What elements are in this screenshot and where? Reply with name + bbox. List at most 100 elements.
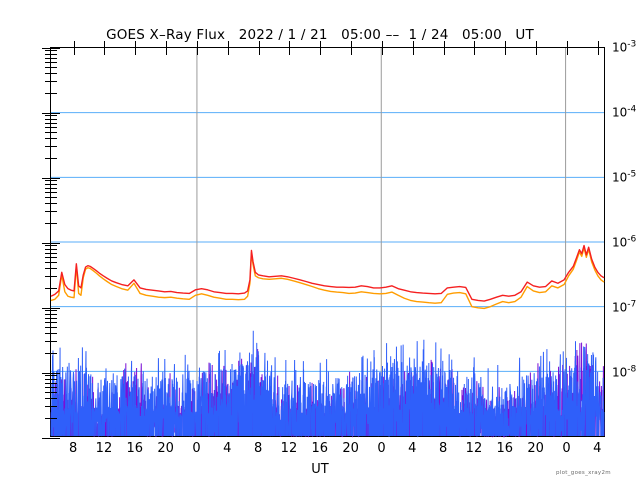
y-tick-left [51,268,57,270]
x-tick-bottom [104,41,106,48]
y-tick-right [45,73,51,75]
x-axis-label: 12 [280,441,298,456]
y-tick-left [51,437,60,439]
x-tick-top [196,48,198,55]
y-tick-left [51,138,57,140]
x-axis-title: UT [311,462,329,477]
y-tick-right [45,50,51,52]
y-tick-right [45,327,51,329]
y-tick-right [42,112,51,114]
y-tick-right [42,307,51,309]
x-axis-label: 4 [223,441,232,456]
y-tick-right [45,211,51,213]
y-tick-right [45,310,51,312]
y-tick-left [51,378,57,380]
y-tick-left [51,47,60,49]
y-tick-left [51,307,60,309]
y-tick-right [45,248,51,250]
x-tick-bottom [412,41,414,48]
y-tick-left [51,317,57,319]
y-tick-right [45,115,51,117]
y-tick-left [51,276,57,278]
y-axis-label-right: 10-6 [612,234,637,250]
y-tick-left [51,386,57,388]
x-tick-bottom [227,41,229,48]
y-tick-left [51,203,57,205]
x-axis-label: 16 [311,441,329,456]
y-tick-left [51,245,57,247]
y-tick-right [45,222,51,224]
x-tick-bottom [536,41,538,48]
y-tick-right [45,67,51,69]
y-tick-left [51,341,57,343]
x-tick-bottom [443,41,445,48]
y-tick-right [45,180,51,182]
y-tick-left [51,375,57,377]
series-xrs-long-red [50,244,605,302]
y-tick-right [45,333,51,335]
x-tick-top [412,48,414,55]
y-tick-right [45,157,51,159]
x-tick-top [135,48,137,55]
y-tick-left [51,222,57,224]
x-axis-label: 4 [593,441,602,456]
y-tick-left [51,146,57,148]
y-tick-left [51,417,57,419]
x-axis-label: 8 [68,441,78,456]
x-tick-top [258,48,260,55]
x-tick-top [443,48,445,55]
y-tick-right [45,268,51,270]
y-tick-left [51,126,57,128]
x-tick-bottom [258,41,260,48]
grid-layer [51,48,604,436]
y-tick-right [45,313,51,315]
y-tick-left [51,372,60,374]
y-tick-left [51,382,57,384]
y-tick-left [51,287,57,289]
y-tick-right [45,352,51,354]
y-tick-right [45,398,51,400]
y-tick-right [45,61,51,63]
x-tick-top [227,48,229,55]
y-tick-left [51,352,57,354]
x-tick-top [104,48,106,55]
y-tick-left [51,333,57,335]
x-tick-bottom [351,41,353,48]
y-tick-left [51,398,57,400]
data-layer [50,244,605,438]
x-tick-bottom [566,41,568,48]
y-axis-label-right: 10-3 [612,39,637,55]
y-tick-left [51,183,57,185]
y-tick-left [51,112,60,114]
y-axis-label-right: 10-7 [612,299,637,315]
x-axis-label: 12 [465,441,483,456]
x-tick-top [566,48,568,55]
x-tick-bottom [320,41,322,48]
y-tick-right [45,53,51,55]
y-tick-left [51,248,57,250]
y-tick-left [51,157,57,159]
y-tick-left [51,57,57,59]
y-tick-right [42,242,51,244]
y-tick-right [45,138,51,140]
y-tick-right [45,122,51,124]
y-tick-left [51,262,57,264]
y-tick-right [45,191,51,193]
y-tick-right [45,276,51,278]
x-tick-bottom [505,41,507,48]
y-tick-right [45,183,51,185]
y-tick-right [42,47,51,49]
y-tick-left [51,321,57,323]
series-xrs-short-blue [50,330,605,438]
y-tick-right [45,417,51,419]
x-tick-top [474,48,476,55]
y-tick-left [51,122,57,124]
y-tick-left [51,242,60,244]
y-tick-left [51,132,57,134]
y-tick-right [45,378,51,380]
x-tick-top [505,48,507,55]
x-tick-top [597,48,599,55]
y-tick-left [51,92,57,94]
x-axis-label: 20 [527,441,544,456]
x-axis-label: 16 [496,441,514,456]
